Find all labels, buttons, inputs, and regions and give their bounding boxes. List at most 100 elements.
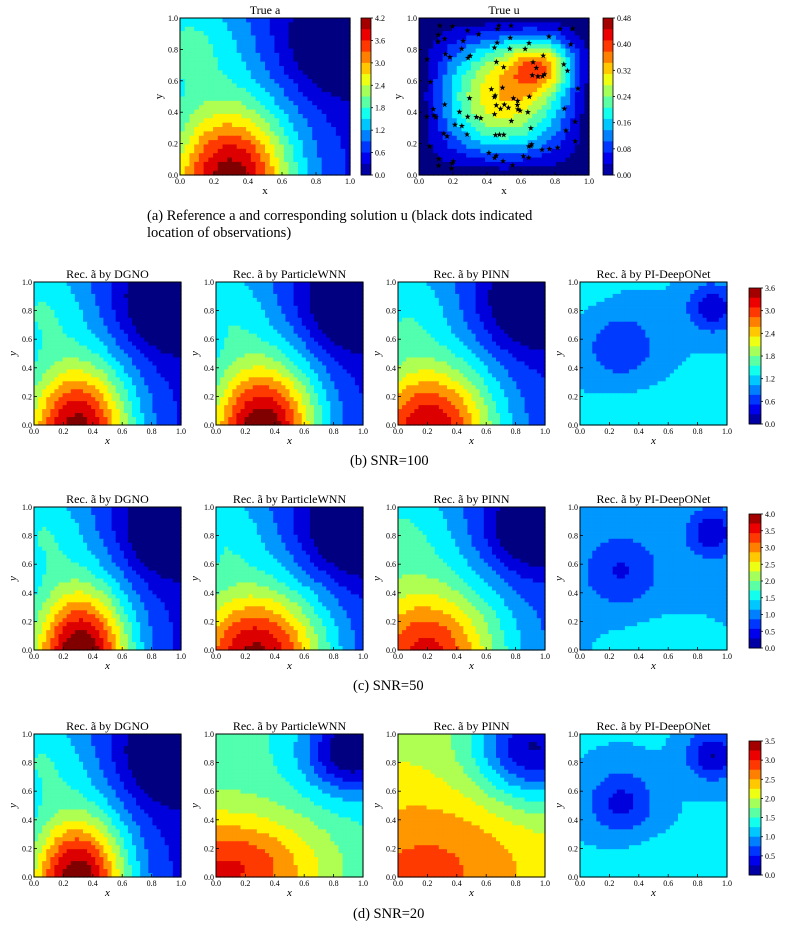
heatmap-cell — [240, 317, 246, 323]
heatmap-cell — [241, 157, 247, 163]
heatmap-cell — [565, 61, 571, 67]
heatmap-cell — [560, 131, 566, 137]
heatmap-cell — [62, 337, 68, 343]
heatmap-cell — [50, 329, 56, 335]
heatmap-cell — [273, 373, 278, 378]
heatmap-cell — [274, 18, 280, 23]
heatmap-cell — [198, 113, 205, 119]
heatmap-cell — [346, 297, 352, 303]
observation-marker — [427, 78, 434, 85]
heatmap-cell — [423, 74, 430, 80]
heatmap-cell — [132, 357, 137, 363]
heatmap-cell — [189, 157, 195, 163]
heatmap-cell — [198, 44, 205, 50]
heatmap-cell — [350, 313, 356, 319]
heatmap-cell — [494, 57, 500, 63]
heatmap-cell — [250, 161, 257, 167]
heatmap-cell — [176, 377, 182, 382]
heatmap-cell — [217, 122, 224, 128]
heatmap-cell — [152, 417, 158, 422]
heatmap-cell — [565, 70, 571, 76]
heatmap-cell — [176, 413, 182, 418]
heatmap-cell — [433, 26, 439, 32]
heatmap-cell — [494, 65, 500, 71]
heatmap-cell — [83, 285, 88, 291]
heatmap-cell — [499, 113, 505, 119]
heatmap-cell — [560, 113, 566, 119]
heatmap-cell — [331, 65, 337, 71]
heatmap-cell — [127, 369, 133, 374]
heatmap-cell — [189, 153, 195, 159]
heatmap-cell — [316, 31, 323, 37]
heatmap-cell — [217, 153, 224, 159]
heatmap-cell — [504, 39, 510, 45]
heatmap-cell — [208, 157, 214, 163]
heatmap-cell — [115, 405, 121, 410]
heatmap-cell — [419, 148, 425, 154]
heatmap-cell — [66, 417, 72, 422]
heatmap-cell — [433, 140, 439, 146]
heatmap-cell — [248, 329, 254, 335]
heatmap-cell — [132, 413, 137, 418]
heatmap-cell — [508, 113, 515, 119]
heatmap-cell — [584, 122, 590, 128]
heatmap-cell — [475, 22, 481, 28]
heatmap-cell — [321, 140, 327, 146]
heatmap-cell — [111, 297, 117, 303]
heatmap-cell — [279, 127, 285, 132]
heatmap-cell — [236, 333, 242, 339]
heatmap-cell — [475, 109, 481, 115]
heatmap-cell — [560, 26, 566, 32]
heatmap-cell — [70, 301, 76, 307]
heatmap-cell — [330, 337, 336, 343]
heatmap-cell — [260, 301, 266, 307]
heatmap-cell — [54, 341, 60, 347]
heatmap-cell — [551, 161, 557, 167]
observation-marker — [528, 141, 535, 147]
heatmap-cell — [461, 100, 467, 106]
heatmap-cell — [541, 127, 548, 132]
heatmap-cell — [260, 44, 266, 50]
heatmap-cell — [70, 329, 76, 335]
heatmap-cell — [345, 74, 351, 80]
heatmap-cell — [255, 157, 261, 163]
heatmap-cell — [546, 148, 552, 154]
colorbar-segment — [361, 85, 371, 97]
heatmap-cell — [480, 96, 486, 102]
heatmap-cell — [50, 361, 56, 367]
heatmap-cell — [66, 337, 72, 343]
heatmap-cell — [335, 52, 342, 58]
heatmap-cell — [584, 127, 590, 132]
heatmap-cell — [570, 170, 576, 176]
heatmap-cell — [87, 309, 92, 315]
heatmap-cell — [189, 100, 195, 106]
heatmap-cell — [551, 52, 557, 58]
heatmap-cell — [331, 31, 337, 37]
heatmap-cell — [66, 349, 72, 355]
heatmap-cell — [423, 79, 430, 85]
heatmap-cell — [307, 153, 313, 159]
heatmap-cell — [293, 35, 299, 41]
heatmap-cell — [136, 361, 141, 367]
heatmap-cell — [541, 44, 548, 50]
heatmap-cell — [345, 48, 351, 54]
heatmap-cell — [95, 337, 100, 343]
heatmap-cell — [115, 357, 121, 363]
heatmap-cell — [437, 118, 444, 124]
heatmap-cell — [289, 321, 295, 327]
heatmap-cell — [279, 157, 285, 163]
heatmap-cell — [180, 144, 186, 150]
heatmap-cell — [115, 333, 121, 339]
heatmap-cell — [240, 361, 246, 367]
heatmap-cell — [273, 301, 278, 307]
heatmap-cell — [132, 297, 137, 303]
heatmap-cell — [54, 349, 60, 355]
heatmap-cell — [144, 349, 149, 355]
heatmap-cell — [513, 26, 519, 32]
heatmap-cell — [260, 52, 266, 58]
heatmap-cell — [148, 309, 154, 315]
heatmap-cell — [307, 48, 313, 54]
heatmap-cell — [338, 321, 344, 327]
heatmap-cell — [309, 289, 315, 295]
heatmap-cell — [485, 92, 491, 98]
